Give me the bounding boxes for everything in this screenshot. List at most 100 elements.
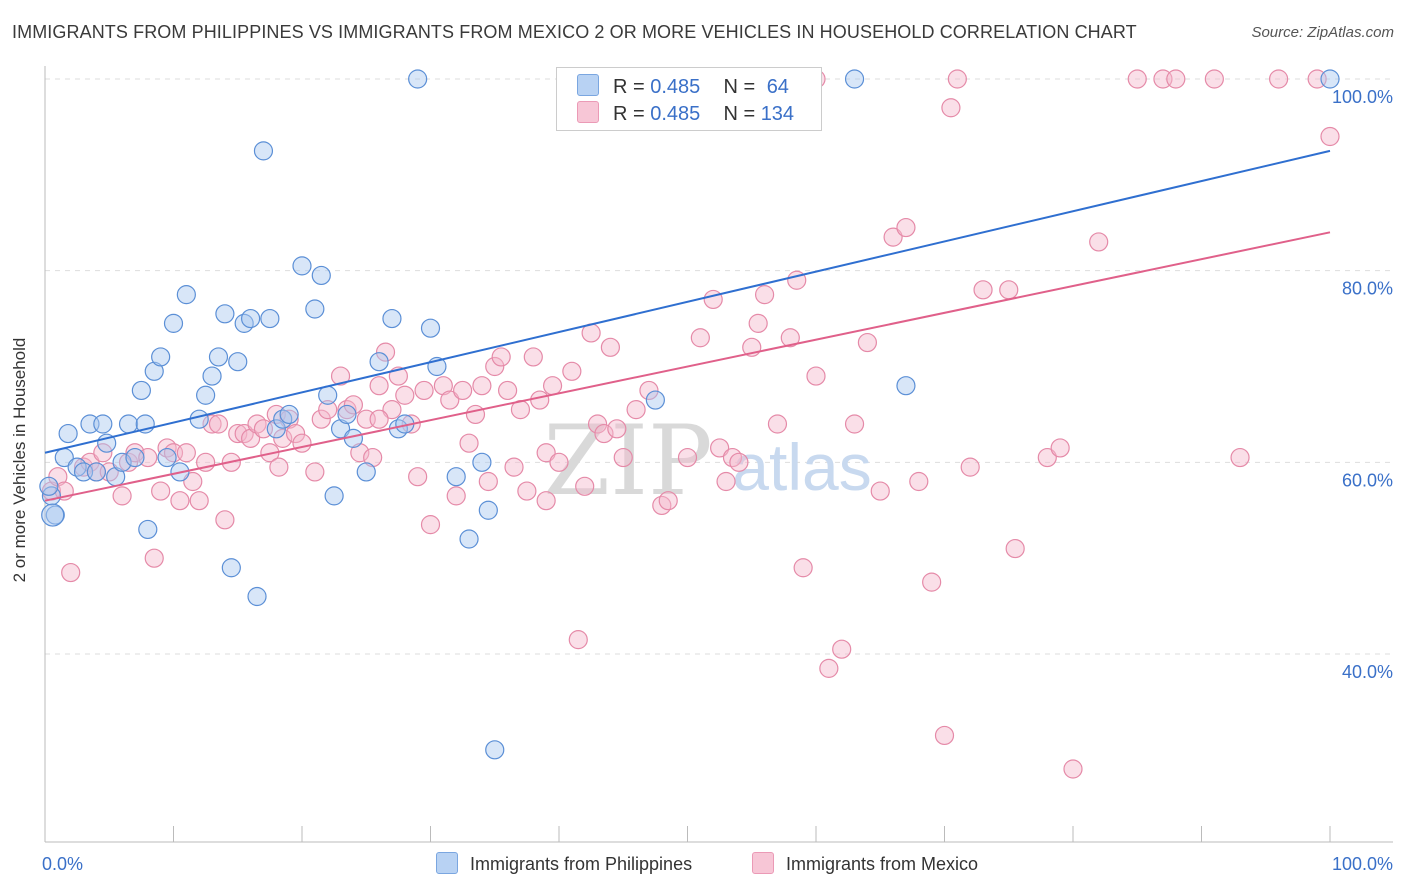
trendline-mexico xyxy=(44,231,1331,502)
data-point-mexico xyxy=(183,471,203,492)
data-point-mexico xyxy=(176,443,196,463)
data-point-philippines xyxy=(311,265,331,286)
data-point-mexico xyxy=(1063,759,1083,779)
watermark-zip: ZIP xyxy=(543,405,712,517)
data-point-mexico xyxy=(208,414,229,434)
data-point-mexico xyxy=(960,457,980,477)
stats-legend: R = 0.485 N = 64 R = 0.485 N = 134 xyxy=(556,67,822,131)
data-point-mexico xyxy=(459,433,479,453)
legend-item-philippines[interactable]: Immigrants from Philippines xyxy=(436,852,692,875)
data-point-mexico xyxy=(536,443,556,463)
data-point-mexico xyxy=(883,227,903,247)
data-point-philippines xyxy=(1320,69,1340,89)
data-point-philippines xyxy=(369,352,389,372)
data-point-mexico xyxy=(806,366,826,386)
legend-item-mexico[interactable]: Immigrants from Mexico xyxy=(752,852,978,875)
data-point-mexico xyxy=(1127,69,1147,89)
data-point-mexico xyxy=(269,457,289,477)
data-point-mexico xyxy=(587,414,608,434)
data-point-mexico xyxy=(613,447,633,468)
data-point-mexico xyxy=(677,447,698,468)
data-point-mexico xyxy=(1005,538,1025,559)
data-point-mexico xyxy=(414,380,434,401)
data-point-philippines xyxy=(157,447,177,468)
bottom-legend: Immigrants from Philippines Immigrants f… xyxy=(0,852,1406,878)
data-point-philippines xyxy=(305,299,325,319)
data-point-mexico xyxy=(1320,126,1340,147)
data-point-mexico xyxy=(1204,69,1224,89)
data-point-mexico xyxy=(125,443,145,463)
data-point-philippines xyxy=(202,366,222,386)
data-point-mexico xyxy=(1166,69,1186,89)
philippines-legend-swatch xyxy=(436,852,458,874)
data-point-mexico xyxy=(523,347,543,367)
data-point-philippines xyxy=(131,380,151,401)
data-point-mexico xyxy=(690,328,710,348)
data-point-mexico xyxy=(536,491,556,511)
data-point-mexico xyxy=(279,409,299,429)
data-point-mexico xyxy=(844,414,865,434)
data-point-philippines xyxy=(356,462,376,482)
data-point-mexico xyxy=(530,390,550,410)
data-point-mexico xyxy=(999,280,1019,300)
data-point-mexico xyxy=(170,491,190,511)
data-point-philippines xyxy=(196,385,216,405)
data-point-philippines xyxy=(896,376,916,396)
x-tick-label: 100.0% xyxy=(1332,854,1393,874)
philippines-n-value: 64 xyxy=(766,76,789,98)
data-point-mexico xyxy=(934,725,955,746)
data-point-mexico xyxy=(1050,438,1070,458)
legend-label-mexico: Immigrants from Mexico xyxy=(786,854,979,874)
data-point-mexico xyxy=(973,280,993,300)
data-point-mexico xyxy=(549,452,569,472)
data-point-mexico xyxy=(658,491,678,511)
data-point-mexico xyxy=(870,481,890,501)
data-point-philippines xyxy=(189,409,209,429)
data-point-philippines xyxy=(260,308,280,329)
source-credit: Source: ZipAtlas.com xyxy=(1251,24,1394,41)
data-point-mexico xyxy=(408,467,428,487)
data-point-philippines xyxy=(241,308,261,329)
y-tick-label: 60.0% xyxy=(1342,470,1393,490)
data-point-philippines xyxy=(208,347,229,367)
data-point-mexico xyxy=(433,376,453,396)
data-point-philippines xyxy=(138,519,158,540)
philippines-swatch xyxy=(577,74,599,96)
data-point-mexico xyxy=(285,423,306,444)
data-point-mexico xyxy=(767,414,788,434)
data-point-mexico xyxy=(369,409,389,429)
mexico-n-value: 134 xyxy=(760,103,795,125)
r-label: R = xyxy=(613,103,645,125)
data-point-mexico xyxy=(748,313,768,333)
data-point-philippines xyxy=(163,313,184,333)
data-point-mexico xyxy=(562,361,582,381)
data-point-philippines xyxy=(478,500,498,520)
data-point-mexico xyxy=(472,376,492,396)
data-point-mexico xyxy=(144,548,164,568)
data-point-mexico xyxy=(793,558,813,578)
tick-labels: 40.0% 60.0% 80.0% 100.0% 0.0% 100.0% xyxy=(42,87,1393,874)
y-tick-label: 40.0% xyxy=(1342,662,1393,682)
data-point-philippines xyxy=(125,447,145,468)
trendline-philippines xyxy=(44,149,1331,454)
data-point-mexico xyxy=(478,471,498,492)
data-point-mexico xyxy=(1230,447,1250,468)
chart-title: IMMIGRANTS FROM PHILIPPINES VS IMMIGRANT… xyxy=(12,22,1137,42)
data-point-mexico xyxy=(202,414,222,434)
data-point-mexico xyxy=(292,433,312,453)
data-point-mexico xyxy=(922,572,942,592)
data-point-philippines xyxy=(144,361,164,381)
data-point-philippines xyxy=(459,529,479,549)
data-point-mexico xyxy=(896,217,916,238)
y-tick-label: 80.0% xyxy=(1342,279,1393,299)
data-point-mexico xyxy=(639,380,659,401)
data-point-philippines xyxy=(337,404,357,425)
data-point-philippines xyxy=(253,141,274,161)
data-point-mexico xyxy=(1089,232,1109,252)
data-point-mexico xyxy=(453,380,473,401)
data-point-philippines xyxy=(446,467,466,487)
data-point-mexico xyxy=(273,428,293,448)
data-point-mexico xyxy=(568,630,588,650)
data-point-mexico xyxy=(716,471,736,492)
data-point-mexico xyxy=(594,423,614,444)
